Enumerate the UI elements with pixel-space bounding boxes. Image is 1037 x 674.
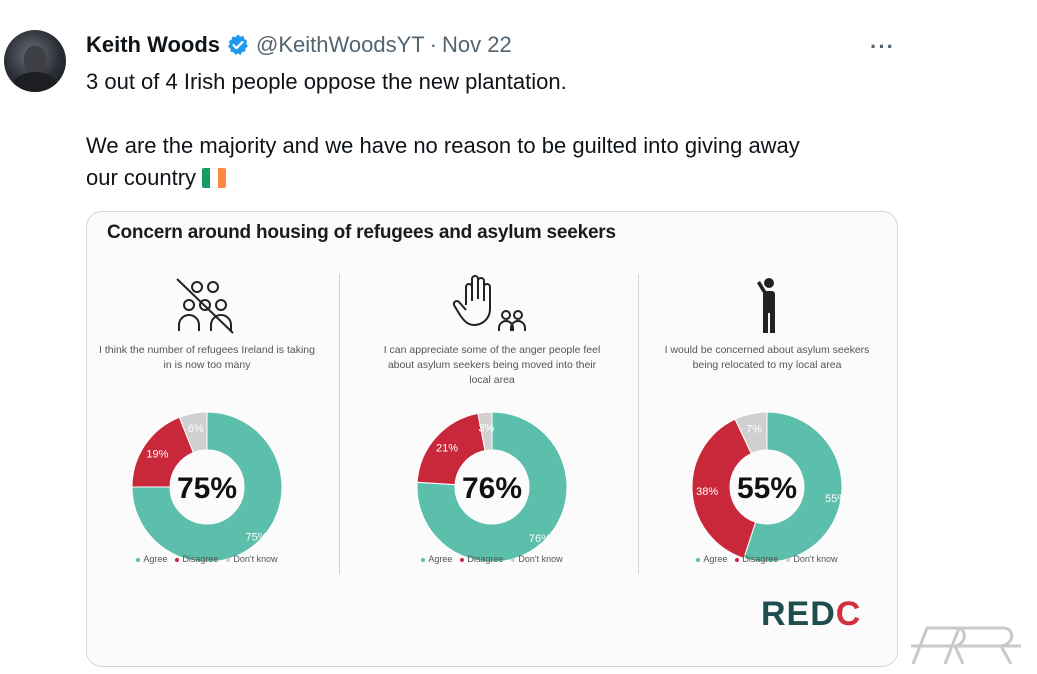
slice-label-agree: 76% (529, 533, 551, 545)
more-options-icon[interactable]: ··· (870, 34, 895, 59)
tweet-header: Keith Woods @KeithWoodsYT · Nov 22 (86, 30, 512, 60)
chart-panel-1: I think the number of refugees Ireland i… (87, 267, 337, 587)
legend-item-dont-know: Don't know (786, 554, 838, 564)
legend-label: Agree (428, 554, 453, 564)
tweet-text-line-2: We are the majority and we have no reaso… (86, 130, 906, 194)
no-people-icon (176, 278, 234, 334)
legend-item-disagree: Disagree (175, 554, 218, 564)
tweet-text-line-2a: We are the majority and we have no reaso… (86, 133, 800, 158)
legend-label: Don't know (793, 554, 838, 564)
slice-label-disagree: 21% (436, 442, 458, 454)
legend-swatch (511, 557, 516, 562)
chart-panel-3: I would be concerned about asylum seeker… (637, 267, 897, 587)
legend-label: Don't know (233, 554, 278, 564)
legend-label: Disagree (467, 554, 504, 564)
legend-label: Agree (143, 554, 168, 564)
card-title: Concern around housing of refugees and a… (107, 222, 616, 243)
slice-label-dont-know: 3% (478, 422, 494, 434)
media-card[interactable]: Concern around housing of refugees and a… (86, 211, 898, 667)
header-separator: · (429, 32, 438, 57)
donut-center-value: 76% (462, 472, 522, 505)
chart-legend: Agree Disagree Don't know (362, 554, 622, 564)
chart-legend: Agree Disagree Don't know (87, 554, 337, 564)
legend-item-agree: Agree (696, 554, 727, 564)
donut-chart: 55% 38% 7% 55% (691, 411, 847, 563)
chart-legend: Agree Disagree Don't know (637, 554, 897, 564)
slice-label-agree: 55% (825, 493, 847, 505)
avatar-face (24, 46, 46, 74)
legend-item-disagree: Disagree (460, 554, 503, 564)
slice-label-agree: 75% (245, 531, 267, 543)
legend-item-disagree: Disagree (735, 554, 778, 564)
donut-slice-dont-know (178, 411, 208, 454)
legend-item-agree: Agree (421, 554, 452, 564)
legend-label: Don't know (518, 554, 563, 564)
panel-divider (339, 274, 340, 574)
watermark-logo-icon (911, 626, 1021, 665)
donut-slice-dont-know (734, 411, 768, 455)
legend-label: Disagree (182, 554, 219, 564)
avatar-body (12, 72, 58, 92)
legend-label: Agree (703, 554, 728, 564)
donut-slice-dont-know (477, 411, 493, 452)
tweet-date[interactable]: Nov 22 (442, 32, 512, 57)
slice-label-disagree: 38% (696, 486, 718, 498)
legend-item-agree: Agree (136, 554, 167, 564)
tweet-text-line-1: 3 out of 4 Irish people oppose the new p… (86, 69, 567, 94)
legend-swatch (786, 557, 791, 562)
panel-description: I can appreciate some of the anger peopl… (383, 344, 601, 386)
slice-label-disagree: 19% (146, 448, 168, 460)
worried-person-icon (757, 278, 775, 333)
legend-swatch (226, 557, 231, 562)
legend-swatch (136, 557, 141, 562)
donut-center-value: 55% (737, 472, 797, 505)
verified-badge-icon (228, 34, 248, 55)
panel-description: I would be concerned about asylum seeker… (664, 344, 870, 371)
hand-people-icon (452, 275, 526, 331)
legend-swatch (696, 557, 701, 562)
slice-label-dont-know: 6% (188, 423, 204, 435)
donut-slice-agree (743, 411, 843, 563)
donut-center-value: 75% (177, 472, 237, 505)
legend-item-dont-know: Don't know (226, 554, 278, 564)
panel-divider (638, 274, 639, 574)
legend-swatch (735, 557, 740, 562)
avatar[interactable] (4, 30, 66, 92)
donut-chart: 76% 21% 3% 76% (416, 411, 568, 563)
author-name[interactable]: Keith Woods (86, 32, 221, 57)
legend-swatch (421, 557, 426, 562)
legend-label: Disagree (742, 554, 779, 564)
slice-label-dont-know: 7% (746, 423, 762, 435)
legend-swatch (460, 557, 465, 562)
ireland-flag-icon (202, 168, 227, 188)
donut-slice-disagree (691, 418, 757, 559)
donut-slice-agree (416, 411, 568, 563)
chart-panel-2: I can appreciate some of the anger peopl… (362, 267, 622, 587)
donut-chart: 75% 19% 6% 75% (131, 411, 283, 563)
redc-logo: REDC (761, 595, 862, 633)
tweet-text: 3 out of 4 Irish people oppose the new p… (86, 66, 906, 194)
panel-description: I think the number of refugees Ireland i… (99, 344, 315, 371)
author-handle[interactable]: @KeithWoodsYT (256, 32, 425, 57)
tweet-text-line-2b: our country (86, 165, 197, 190)
donut-slice-agree (131, 411, 283, 563)
legend-swatch (175, 557, 180, 562)
legend-item-dont-know: Don't know (511, 554, 563, 564)
